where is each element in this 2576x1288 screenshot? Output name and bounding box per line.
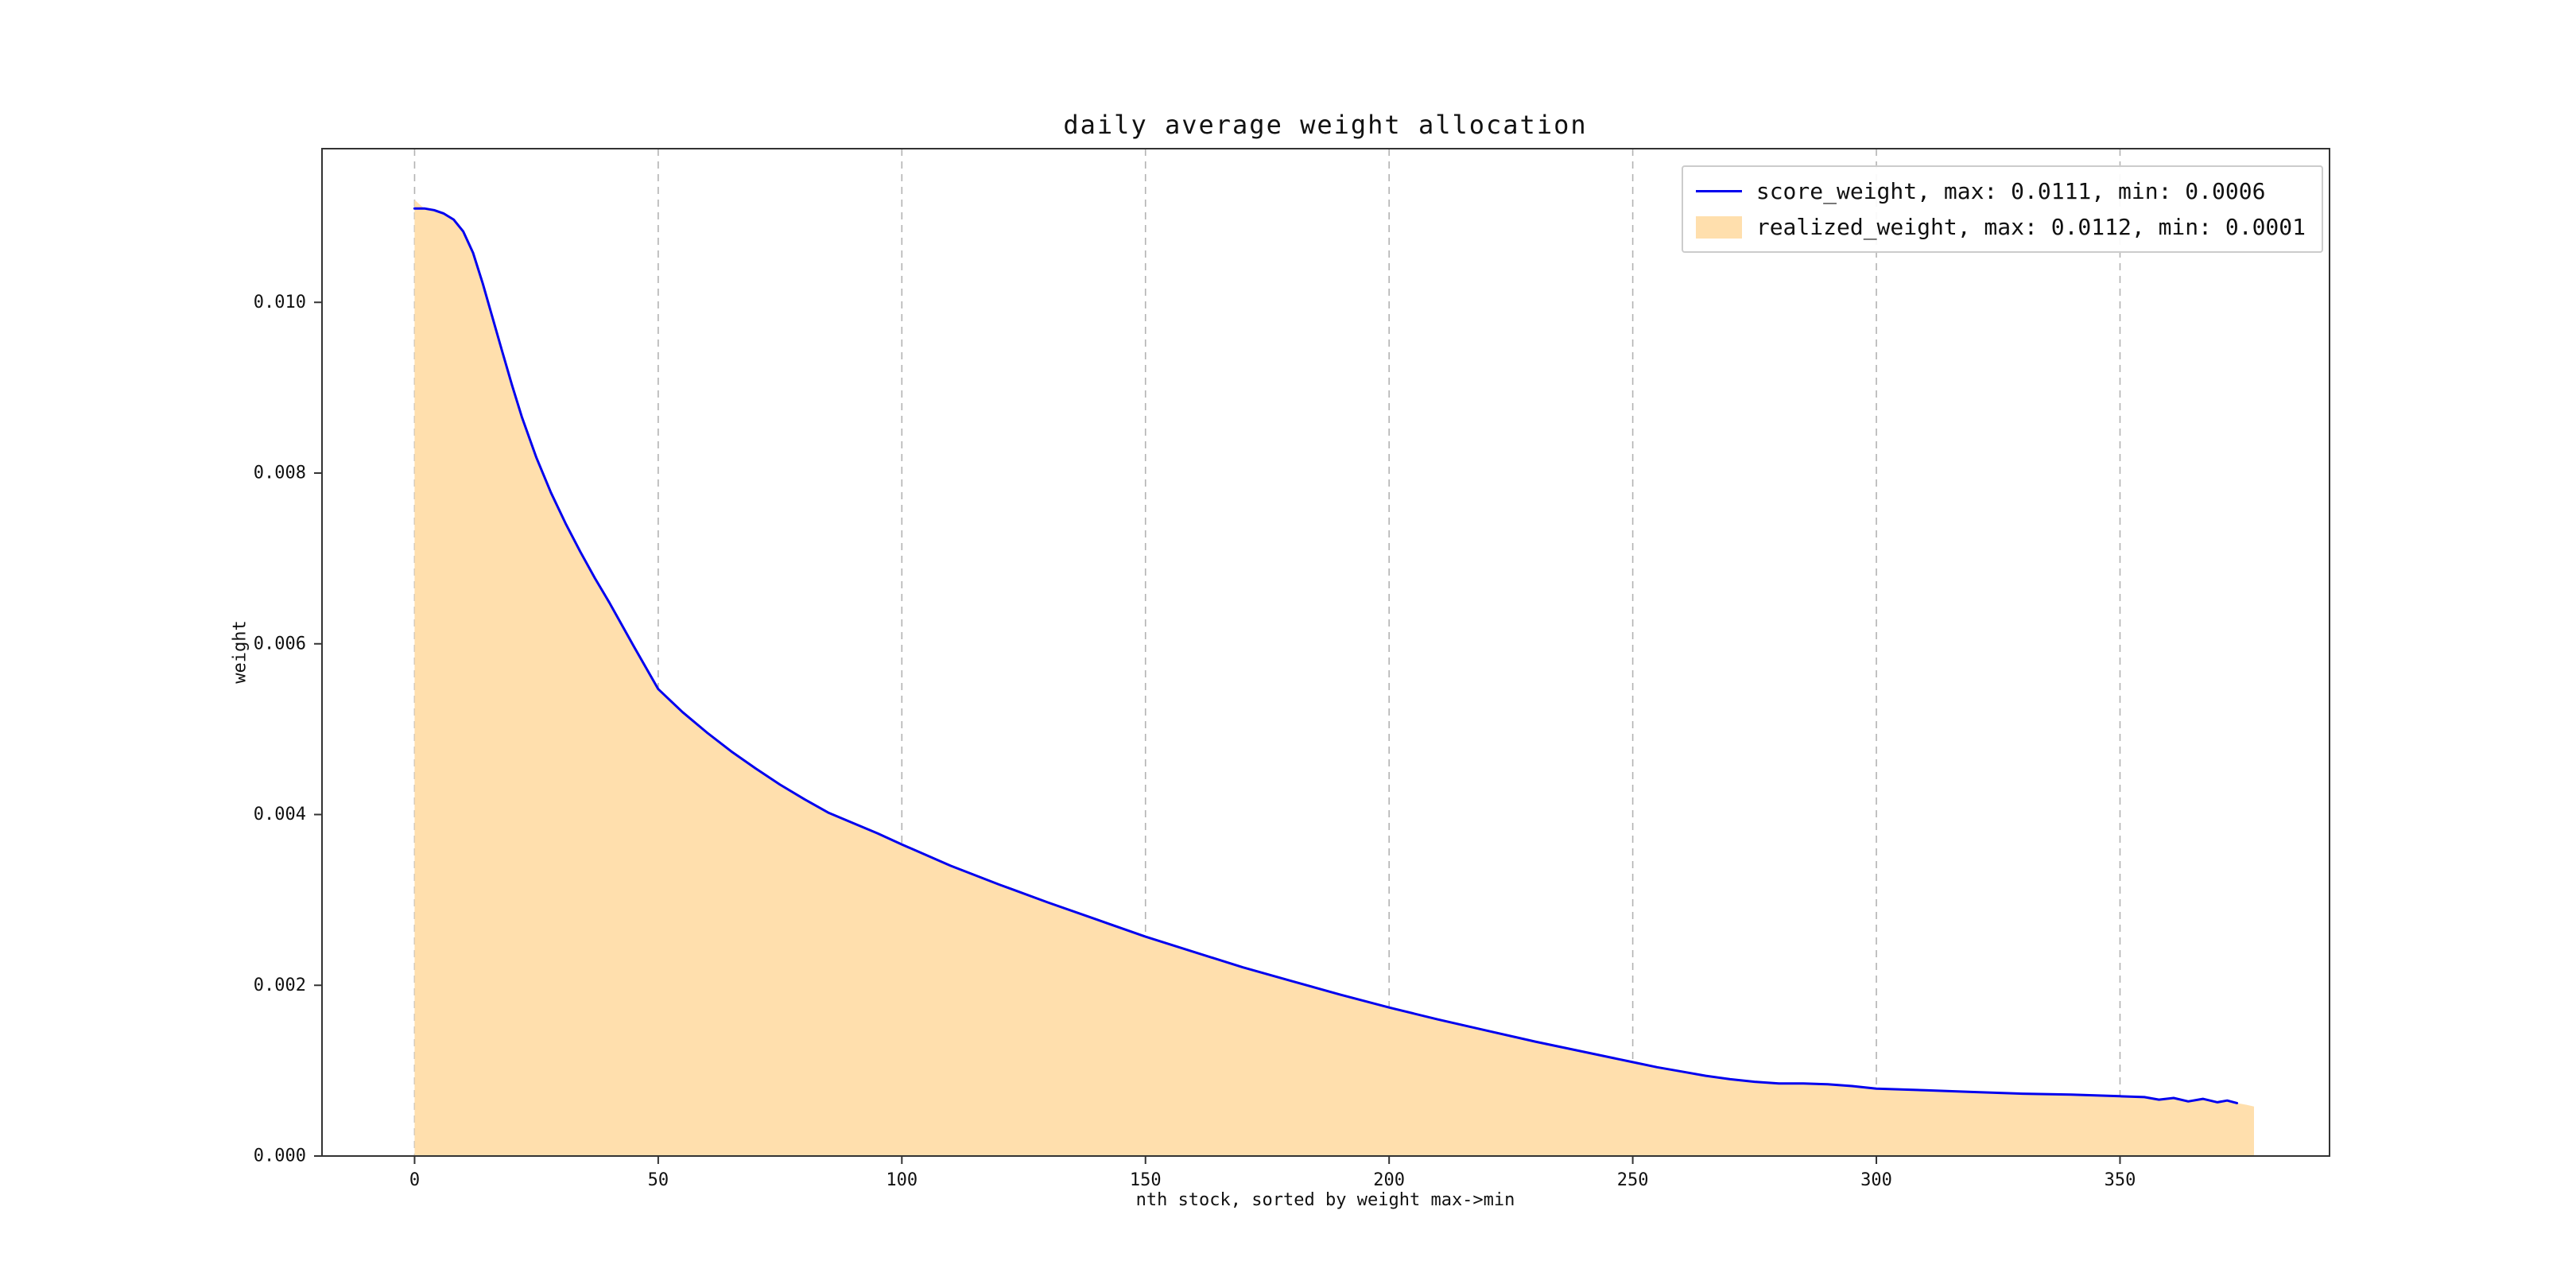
svg-text:0.008: 0.008 <box>254 464 306 483</box>
legend-label-realized-weight: realized_weight, max: 0.0112, min: 0.000… <box>1755 214 2306 240</box>
svg-text:200: 200 <box>1373 1170 1405 1190</box>
legend-item-score-weight: score_weight, max: 0.0111, min: 0.0006 <box>1695 178 2306 204</box>
svg-text:100: 100 <box>886 1170 918 1190</box>
legend-item-realized-weight: realized_weight, max: 0.0112, min: 0.000… <box>1695 214 2306 240</box>
svg-text:0.002: 0.002 <box>254 976 306 995</box>
svg-text:50: 50 <box>648 1170 669 1190</box>
svg-text:0.006: 0.006 <box>254 634 306 654</box>
svg-text:0.004: 0.004 <box>254 805 306 824</box>
legend-patch-swatch-icon <box>1695 215 1742 239</box>
svg-text:300: 300 <box>1860 1170 1892 1190</box>
svg-text:0: 0 <box>409 1170 420 1190</box>
y-axis-label: weight <box>230 620 250 684</box>
svg-text:150: 150 <box>1130 1170 1162 1190</box>
legend: score_weight, max: 0.0111, min: 0.0006 r… <box>1681 165 2323 253</box>
legend-label-score-weight: score_weight, max: 0.0111, min: 0.0006 <box>1755 178 2266 204</box>
svg-text:0.000: 0.000 <box>254 1146 306 1166</box>
legend-line-swatch-icon <box>1695 190 1742 192</box>
svg-text:0.010: 0.010 <box>254 293 306 312</box>
svg-text:250: 250 <box>1617 1170 1649 1190</box>
svg-text:350: 350 <box>2105 1170 2136 1190</box>
chart-title: daily average weight allocation <box>1063 110 1588 140</box>
x-axis-label: nth stock, sorted by weight max->min <box>1135 1190 1515 1210</box>
